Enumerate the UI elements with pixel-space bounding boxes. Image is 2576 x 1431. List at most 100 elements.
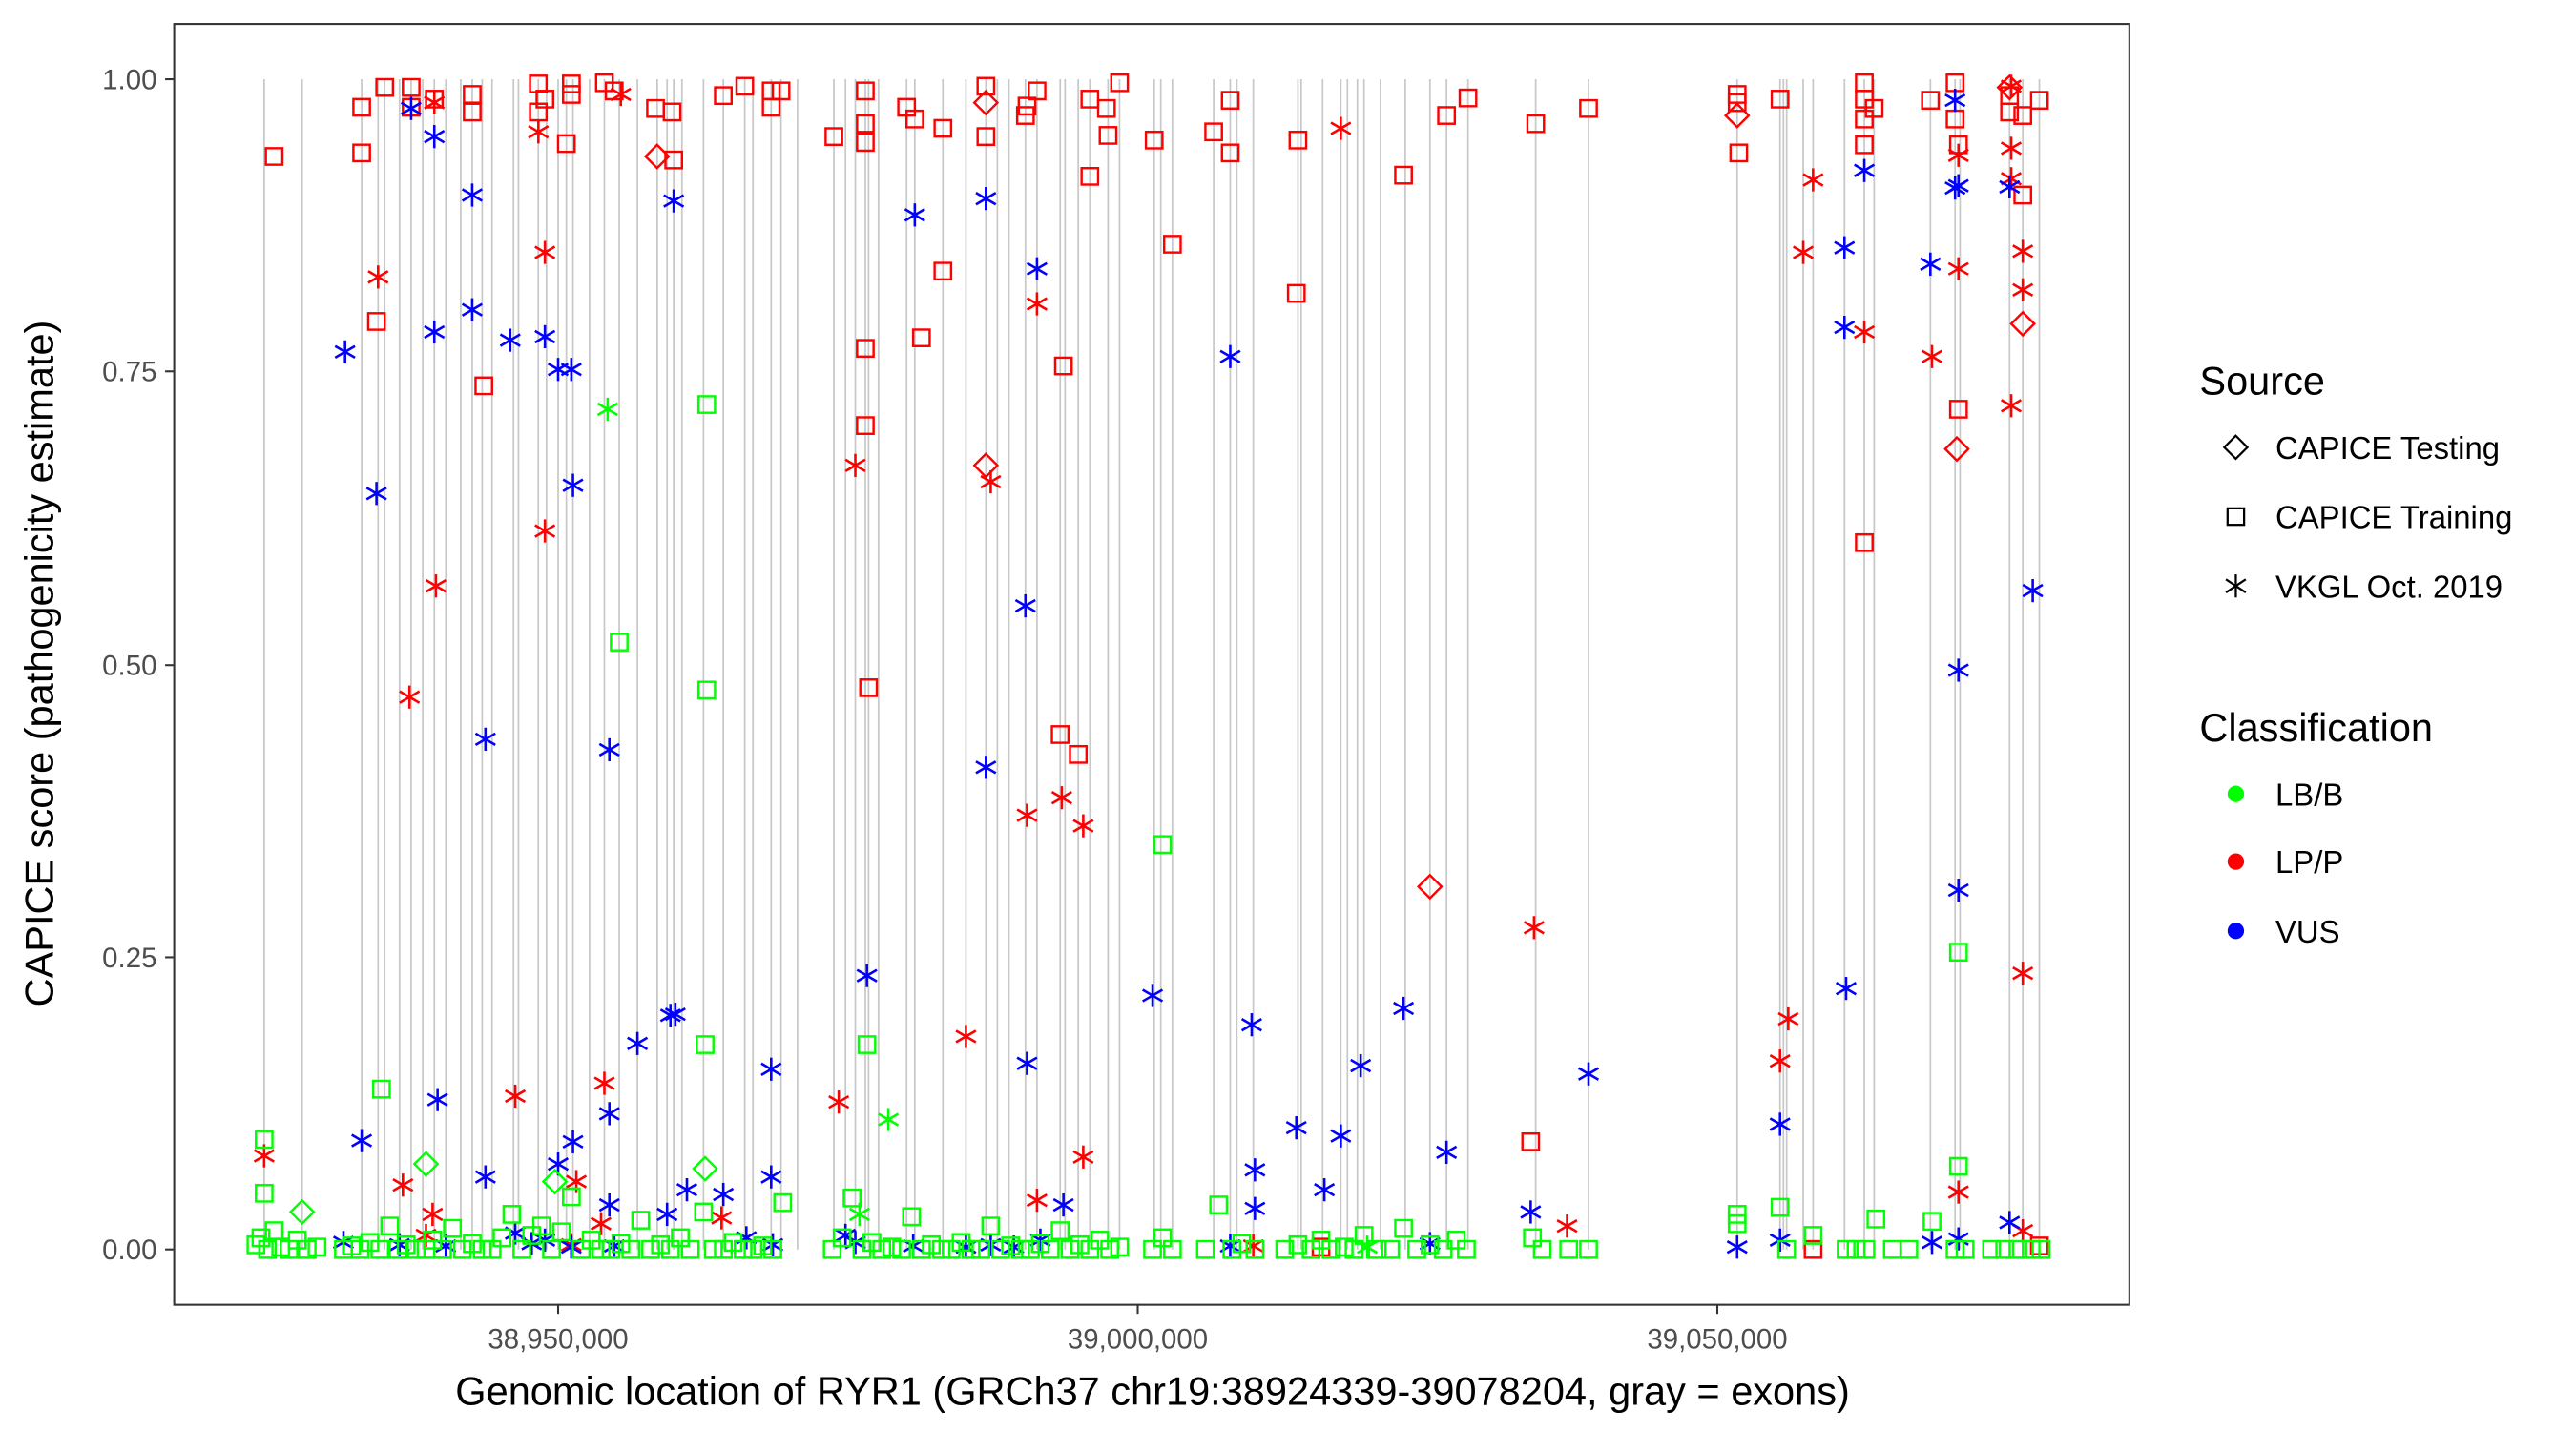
point-training-lbb: [1070, 1234, 1090, 1255]
point-training-lbb: [502, 1205, 522, 1224]
point-training-lpp: [1220, 91, 1240, 110]
plot-panel-border: [173, 23, 2130, 1306]
point-vkgl-lpp: [392, 1173, 414, 1197]
point-training-lbb: [1209, 1195, 1229, 1214]
point-training-lbb: [942, 1239, 961, 1259]
point-vkgl-vus: [1834, 315, 1856, 340]
point-training-lbb: [432, 1239, 452, 1259]
x-tick-label: 39,050,000: [1647, 1323, 1787, 1355]
point-vkgl-vus: [1947, 1227, 1969, 1251]
y-axis: 0.00 0.25 0.50 0.75 1.00 CAPICE score (p…: [16, 64, 174, 1266]
point-training-lbb: [1866, 1209, 1886, 1229]
point-training-lbb: [1856, 1239, 1876, 1259]
point-vkgl-lpp: [422, 1202, 444, 1226]
point-training-lbb: [696, 1035, 715, 1054]
point-vkgl-lpp: [528, 120, 550, 144]
point-vkgl-lpp: [711, 1206, 733, 1230]
point-training-lbb: [360, 1233, 380, 1253]
point-training-lpp: [904, 109, 924, 129]
point-vkgl-vus: [534, 324, 556, 349]
point-training-lpp: [463, 102, 482, 122]
point-vkgl-lpp: [1050, 786, 1072, 810]
point-vkgl-vus: [424, 320, 446, 344]
data-points: [246, 73, 2051, 1259]
point-vkgl-vus: [1854, 158, 1876, 182]
point-training-lbb: [1995, 1239, 2015, 1259]
point-vkgl-lpp: [1016, 803, 1038, 827]
point-vkgl-lpp: [590, 1212, 612, 1235]
point-training-lbb: [255, 1130, 274, 1150]
point-vkgl-vus: [975, 187, 997, 211]
point-training-lbb: [852, 1239, 872, 1259]
point-training-lbb: [961, 1239, 981, 1259]
legend-source-title: Source: [2199, 359, 2325, 404]
point-training-lbb: [1153, 1228, 1173, 1248]
point-vkgl-vus: [474, 1165, 496, 1189]
point-vkgl-lpp: [828, 1090, 850, 1114]
point-training-lbb: [350, 1239, 370, 1259]
point-vkgl-vus: [760, 1165, 782, 1189]
point-training-lbb: [694, 1202, 714, 1222]
point-training-lbb: [482, 1239, 502, 1259]
point-vkgl-vus: [1350, 1053, 1372, 1078]
point-training-lbb: [1559, 1239, 1579, 1259]
point-vkgl-vus: [904, 203, 925, 227]
point-vkgl-vus: [461, 298, 484, 321]
point-training-lpp: [1028, 81, 1047, 101]
point-training-lbb: [2022, 1239, 2041, 1259]
point-vkgl-lpp: [610, 82, 632, 107]
point-training-lpp: [1855, 109, 1874, 129]
point-training-lbb: [251, 1228, 271, 1248]
point-vkgl-lpp: [424, 91, 446, 114]
point-vkgl-vus: [560, 1235, 582, 1259]
point-training-lbb: [1100, 1239, 1119, 1259]
point-training-lbb: [1275, 1239, 1295, 1259]
point-training-lbb: [1532, 1239, 1552, 1259]
point-vkgl-vus: [1999, 175, 2021, 199]
point-vkgl-vus: [1244, 1196, 1266, 1220]
point-training-lpp: [366, 312, 386, 331]
point-vkgl-lpp: [399, 685, 421, 709]
point-training-lbb: [882, 1237, 902, 1257]
point-training-lbb: [660, 1239, 680, 1259]
legend-diamond-icon: [2222, 434, 2250, 461]
point-vkgl-vus: [1835, 977, 1858, 1001]
point-vkgl-vus: [1393, 996, 1415, 1021]
point-training-lpp: [2029, 91, 2049, 110]
point-training-lbb: [651, 1234, 671, 1255]
point-vkgl-vus: [598, 1192, 620, 1217]
point-vkgl-lpp: [955, 1025, 977, 1048]
point-vkgl-vus: [1142, 984, 1164, 1007]
point-training-lbb: [255, 1183, 274, 1203]
point-vkgl-vus: [1052, 1192, 1074, 1217]
point-training-lbb: [1021, 1239, 1040, 1259]
point-vkgl-vus: [856, 964, 878, 987]
point-training-lpp: [1770, 90, 1790, 109]
point-training-lpp: [1921, 91, 1941, 110]
point-training-lpp: [933, 118, 953, 138]
point-training-lbb: [872, 1239, 892, 1259]
point-training-lbb: [981, 1216, 1001, 1236]
point-training-lpp: [976, 76, 996, 96]
point-training-lpp: [761, 97, 781, 117]
point-training-lbb: [1232, 1234, 1252, 1254]
point-training-lbb: [680, 1239, 700, 1259]
point-training-lbb: [857, 1035, 877, 1054]
point-training-lbb: [1948, 943, 1968, 962]
point-training-lpp: [375, 77, 395, 97]
point-training-lbb: [1899, 1239, 1919, 1259]
point-training-lbb: [1955, 1239, 1975, 1259]
point-training-lpp: [1080, 166, 1100, 186]
legend-class-vus: VUS: [2275, 914, 2340, 949]
point-training-lbb: [1010, 1239, 1030, 1259]
point-training-lpp: [529, 74, 549, 93]
point-vkgl-lpp: [1947, 143, 1969, 167]
point-vkgl-lpp: [2000, 136, 2023, 160]
point-testing-lbb: [288, 1198, 316, 1226]
point-training-lbb: [492, 1228, 512, 1248]
point-vkgl-lpp: [1072, 814, 1094, 838]
point-vkgl-vus: [560, 358, 582, 382]
point-testing-lpp: [1723, 102, 1751, 129]
point-training-lpp: [1458, 88, 1478, 108]
